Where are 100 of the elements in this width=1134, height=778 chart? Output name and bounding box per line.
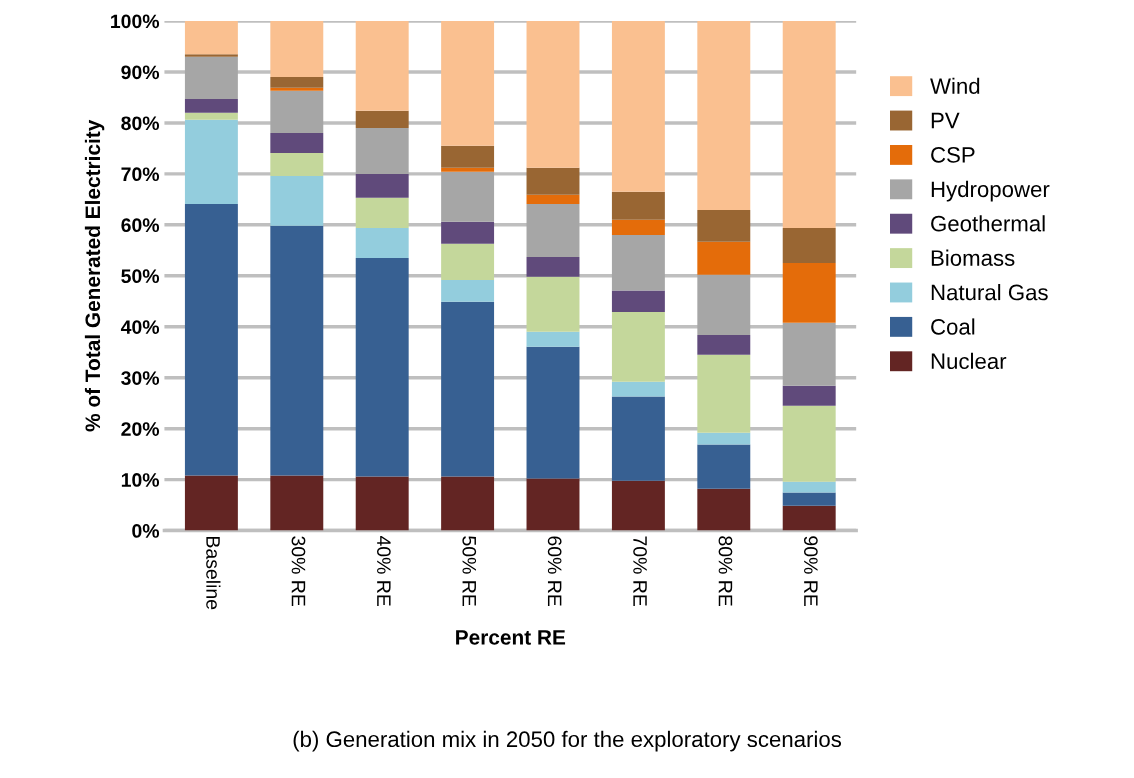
text: (b) Generation mix in 2050 for the exploratory scenarios [293,730,842,752]
bar [184,21,238,55]
bar [782,405,836,482]
bar [611,396,665,481]
legend-label: Coal [931,318,975,335]
bar [184,475,238,531]
bar [270,225,324,476]
bar [526,167,580,195]
y-tick-label: 20% [121,422,160,436]
bar [782,21,836,228]
bar [526,346,580,479]
legend-label: CSP [931,147,975,163]
bar [441,167,495,172]
bar [355,110,409,129]
bar [441,221,495,244]
bar [526,21,580,168]
x-tick-label: 90% RE [803,536,818,606]
y-tick-label: 30% [121,371,160,385]
legend-label: Nuclear [931,352,1007,370]
bar [526,194,580,204]
bar [184,112,238,120]
legend-label: Biomass [931,249,1015,266]
bar [441,21,495,146]
bar [270,152,324,176]
bar [611,219,665,236]
legend-label: Geothermal [931,215,1045,232]
bar [611,191,665,220]
bar [611,480,665,531]
bar [611,21,665,192]
bar [526,478,580,531]
x-tick-label: 80% RE [718,536,733,606]
y-tick-label: 70% [121,167,160,182]
bar [526,331,580,347]
bar [270,87,324,91]
bar [611,235,665,291]
bar [526,256,580,277]
bar [441,145,495,168]
bar [184,203,238,476]
y-tick-label: 90% [121,65,160,80]
bar [782,263,836,323]
bar [355,128,409,174]
y-tick-label: 0% [132,524,160,538]
bar [782,385,836,406]
bar [441,279,495,302]
legend-label: Hydropower [931,180,1050,202]
bar [697,432,751,445]
bar [355,21,409,111]
x-tick-label: 60% RE [547,536,562,606]
bar [441,243,495,280]
y-axis-title: % of Total Generated Electricity [84,119,105,432]
bar [697,444,751,489]
legend-label: Natural Gas [931,283,1048,301]
y-tick-label: 40% [120,320,160,334]
bar [270,475,324,531]
bar [782,481,836,493]
bar [355,197,409,228]
bar [270,133,324,153]
bar [697,21,751,211]
bar [441,476,495,531]
bar [355,257,409,477]
x-tick-label: 30% RE [291,536,306,606]
y-tick-label: 100% [111,14,160,29]
bar [270,77,324,88]
bar [697,274,751,335]
bar [355,227,409,258]
y-tick-label: 50% [121,269,160,284]
bar [611,290,665,312]
bar [184,119,238,204]
bar [697,354,751,433]
x-tick-label: 40% RE [376,535,391,606]
y-tick-label: 10% [121,473,160,487]
y-tick-label: 80% [121,116,160,131]
bar [270,175,324,226]
bar [611,381,665,397]
bar [184,56,238,99]
x-axis-title: Percent RE [456,630,566,645]
bar [782,492,836,506]
x-tick-label: Baseline [206,537,221,610]
bar [697,334,751,355]
bar [441,171,495,222]
bar [355,476,409,531]
bar [526,276,580,332]
legend-label: PV [931,112,960,129]
bar [184,98,238,113]
legend-label: Wind [930,77,980,94]
bar [697,488,751,531]
bar [697,241,751,275]
bar [441,301,495,477]
bar [270,90,324,134]
bar [611,311,665,382]
bar [782,505,836,531]
bar [355,173,409,198]
bar [526,203,580,257]
bar [782,322,836,386]
bar [697,210,751,242]
x-tick-label: 50% RE [462,536,477,606]
y-tick-label: 60% [121,218,160,233]
x-tick-label: 70% RE [633,536,647,606]
bar [782,227,836,264]
bar [270,21,324,78]
